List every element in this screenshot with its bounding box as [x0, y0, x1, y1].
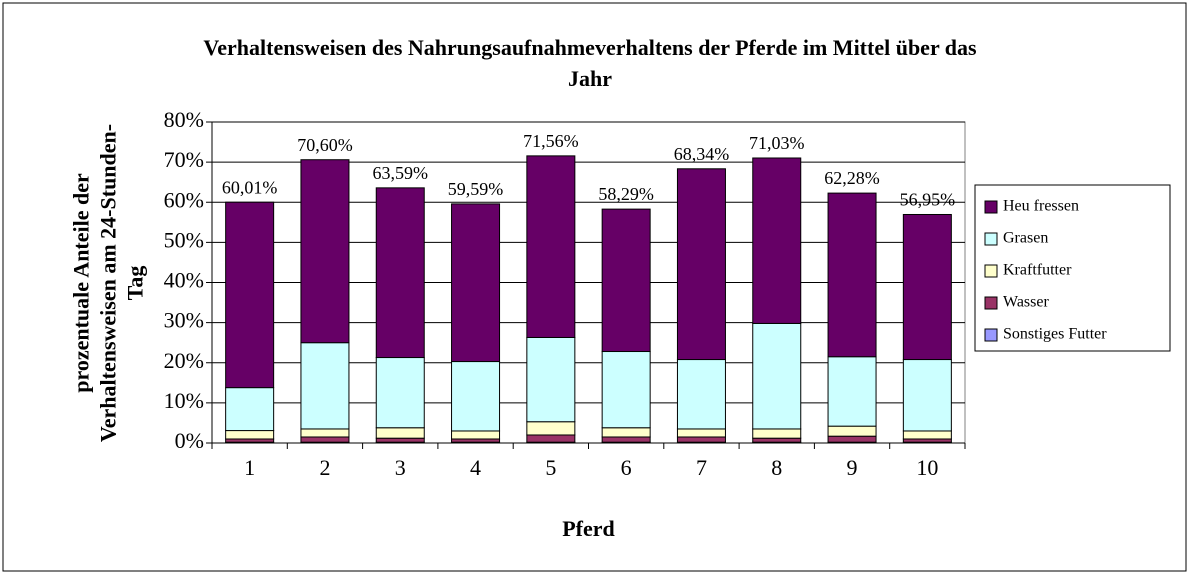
total-label: 56,95%: [900, 190, 956, 210]
bar-segment: [300, 436, 350, 443]
legend-label: Wasser: [1003, 294, 1049, 311]
bar-segment: [676, 436, 726, 443]
bar-segment: [827, 356, 877, 427]
y-tick-label: 70%: [164, 147, 204, 172]
bar-segment: [676, 359, 726, 430]
y-tick-label: 0%: [175, 428, 204, 453]
bar-segment: [526, 155, 576, 338]
bar-segment: [375, 357, 425, 429]
bar-segment: [375, 437, 425, 443]
legend-label: Grasen: [1003, 230, 1048, 247]
total-label: 68,34%: [674, 144, 730, 164]
bar-segment: [526, 336, 576, 423]
legend-swatch: [984, 296, 998, 310]
legend-swatch: [984, 232, 998, 246]
bar-segment: [375, 187, 425, 359]
bar-segment: [526, 434, 576, 443]
bar-segment: [902, 359, 952, 432]
legend-label: Heu fressen: [1003, 198, 1079, 215]
bar-segment: [451, 361, 501, 432]
x-tick-label: 5: [545, 455, 556, 480]
legend-label: Sonstiges Futter: [1003, 326, 1107, 343]
bar-segment: [601, 208, 651, 353]
bar-segment: [300, 428, 350, 438]
bar-segment: [827, 435, 877, 443]
x-tick-label: 6: [621, 455, 632, 480]
bar-segment: [752, 428, 802, 439]
total-label: 71,03%: [749, 133, 805, 153]
bar-segment: [375, 427, 425, 439]
total-label: 59,59%: [448, 179, 504, 199]
x-tick-label: 10: [916, 455, 938, 480]
bar-segment: [601, 351, 651, 429]
bar-segment: [300, 159, 350, 344]
y-tick-label: 40%: [164, 268, 204, 293]
y-tick-label: 50%: [164, 227, 204, 252]
legend-swatch: [984, 200, 998, 214]
bar-segment: [526, 421, 576, 436]
x-tick-label: 4: [470, 455, 481, 480]
legend-label: Kraftfutter: [1003, 262, 1072, 279]
bar-segment: [601, 427, 651, 438]
bar-segment: [225, 201, 275, 389]
total-label: 60,01%: [222, 177, 278, 197]
x-tick-label: 3: [395, 455, 406, 480]
legend-swatch: [984, 264, 998, 278]
chart-title: Verhaltensweisen des Nahrungsaufnahmever…: [203, 35, 977, 91]
bar-segment: [827, 425, 877, 437]
bar-segment: [752, 322, 802, 430]
y-tick-label: 20%: [164, 348, 204, 373]
bar-segment: [827, 192, 877, 358]
bar-segment: [601, 436, 651, 443]
x-tick-label: 7: [696, 455, 707, 480]
y-tick-label: 30%: [164, 308, 204, 333]
bar-segment: [752, 157, 802, 324]
total-label: 63,59%: [373, 163, 429, 183]
bar-segment: [451, 203, 501, 363]
y-tick-label: 80%: [164, 107, 204, 132]
x-axis-label: Pferd: [562, 516, 615, 541]
bar-segment: [451, 430, 501, 440]
bar-segment: [300, 342, 350, 430]
x-tick-label: 8: [771, 455, 782, 480]
total-label: 58,29%: [598, 184, 654, 204]
x-tick-label: 9: [847, 455, 858, 480]
bar-segment: [752, 437, 802, 443]
bar-segment: [225, 387, 275, 432]
bar-segment: [902, 213, 952, 361]
bar-segment: [902, 430, 952, 440]
bar-segment: [676, 168, 726, 361]
total-label: 70,60%: [297, 135, 353, 155]
legend-swatch: [984, 328, 998, 342]
bar-segment: [676, 428, 726, 438]
total-label: 62,28%: [824, 168, 880, 188]
y-tick-label: 10%: [164, 388, 204, 413]
x-tick-label: 1: [244, 455, 255, 480]
total-label: 71,56%: [523, 131, 579, 151]
bar-segment: [225, 430, 275, 440]
y-axis-label: prozentuale Anteile der Verhaltensweisen…: [68, 123, 148, 443]
y-tick-label: 60%: [164, 187, 204, 212]
x-tick-label: 2: [319, 455, 330, 480]
legend-box: [974, 184, 1171, 352]
